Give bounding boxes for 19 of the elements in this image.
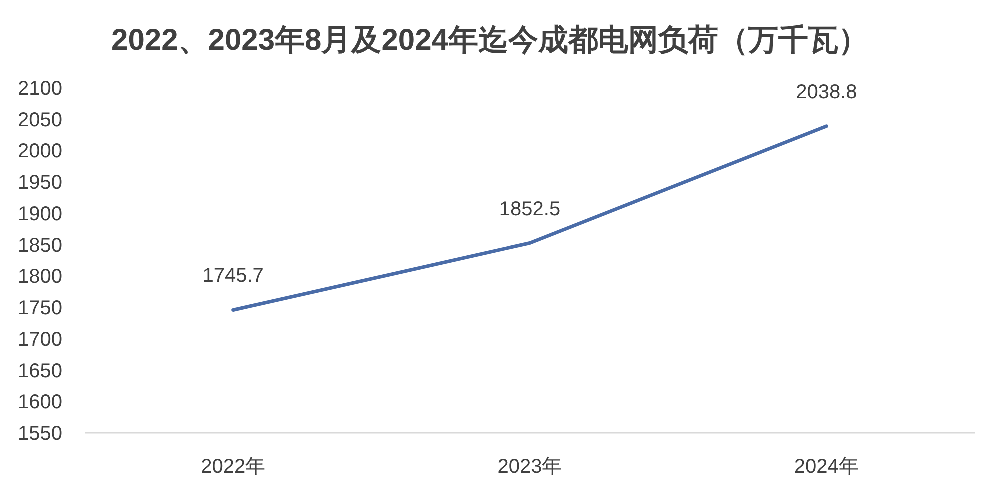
- y-tick-label: 1700: [18, 328, 62, 351]
- y-tick-label: 1900: [18, 203, 62, 226]
- y-tick-label: 2100: [18, 78, 62, 100]
- y-tick-label: 1650: [18, 360, 62, 382]
- y-tick-label: 2000: [18, 140, 62, 163]
- x-tick-label: 2022年: [201, 456, 266, 478]
- y-tick-label: 1950: [18, 172, 62, 194]
- y-tick-label: 1600: [18, 392, 62, 414]
- chart-title: 2022、2023年8月及2024年迄今成都电网负荷（万千瓦）: [112, 24, 868, 57]
- y-tick-label: 1850: [18, 234, 62, 257]
- data-label: 2038.8: [796, 81, 858, 104]
- data-label: 1745.7: [202, 265, 264, 288]
- y-tick-label: 1550: [18, 423, 62, 445]
- y-tick-label: 1750: [18, 298, 62, 320]
- y-tick-label: 1800: [18, 266, 62, 288]
- data-label: 1852.5: [499, 198, 561, 220]
- x-tick-label: 2024年: [794, 456, 859, 478]
- x-tick-label: 2023年: [498, 456, 562, 478]
- y-tick-label: 2050: [18, 109, 62, 132]
